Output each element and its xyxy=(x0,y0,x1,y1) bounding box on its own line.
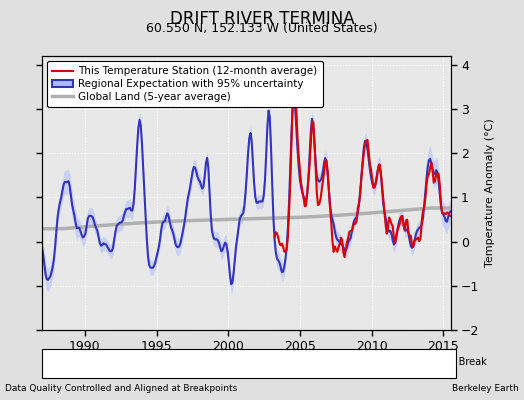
Text: 60.550 N, 152.133 W (United States): 60.550 N, 152.133 W (United States) xyxy=(146,22,378,35)
Text: ▲: ▲ xyxy=(155,357,163,367)
Text: ▼: ▼ xyxy=(265,357,273,367)
Y-axis label: Temperature Anomaly (°C): Temperature Anomaly (°C) xyxy=(485,119,495,267)
Text: DRIFT RIVER TERMINA: DRIFT RIVER TERMINA xyxy=(170,10,354,28)
Legend: This Temperature Station (12-month average), Regional Expectation with 95% uncer: This Temperature Station (12-month avera… xyxy=(47,61,323,107)
Text: Station Move: Station Move xyxy=(61,357,125,367)
Text: Empirical Break: Empirical Break xyxy=(410,357,486,367)
Text: Data Quality Controlled and Aligned at Breakpoints: Data Quality Controlled and Aligned at B… xyxy=(5,384,237,393)
Text: ◆: ◆ xyxy=(50,357,58,367)
Text: Time of Obs. Change: Time of Obs. Change xyxy=(276,357,378,367)
Text: Berkeley Earth: Berkeley Earth xyxy=(452,384,519,393)
Text: Record Gap: Record Gap xyxy=(166,357,223,367)
Text: ■: ■ xyxy=(398,357,409,367)
